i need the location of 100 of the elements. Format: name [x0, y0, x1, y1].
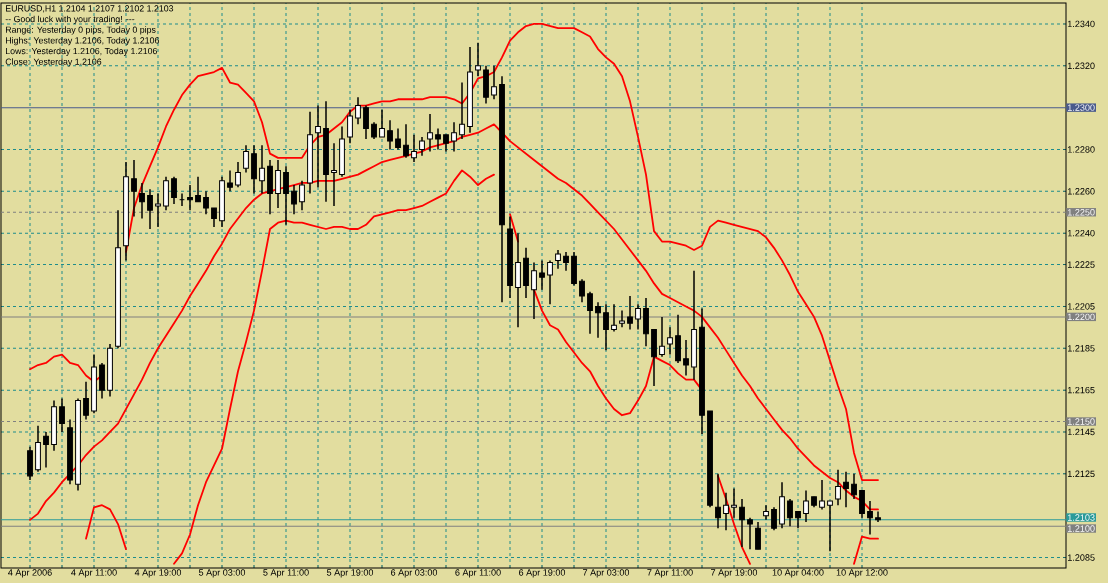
x-tick-label: 7 Apr 19:00 [711, 569, 758, 578]
candlestick [827, 500, 833, 553]
x-tick-label: 7 Apr 11:00 [647, 569, 693, 578]
candlestick [531, 261, 537, 320]
ref-line-label: 1.2200 [1067, 313, 1095, 321]
candlestick [259, 144, 265, 195]
candlestick [275, 159, 281, 209]
annotation: Close: Yesterday 1.2106 [5, 58, 102, 67]
ref-line-label: 1.2300 [1067, 104, 1095, 111]
candlestick [867, 500, 873, 536]
candlestick [563, 251, 569, 272]
x-tick-label: 6 Apr 19:00 [519, 569, 566, 578]
candlestick [763, 504, 769, 521]
y-tick-label: 1.2280 [1067, 146, 1095, 153]
candlestick [235, 161, 241, 188]
annotation: Lows: Yesterday 1.2106, Today 1.2106 [6, 47, 158, 56]
candlestick [59, 397, 65, 433]
x-tick-label: 5 Apr 19:00 [326, 569, 374, 578]
candlestick [203, 190, 209, 216]
ref-line-label: 1.2250 [1067, 209, 1095, 216]
candlestick [419, 136, 425, 157]
ref-line-label: 1.2100 [1067, 525, 1095, 532]
candlestick [555, 249, 561, 270]
candlestick [451, 121, 457, 153]
candlestick [331, 142, 337, 207]
y-tick-label: 1.2225 [1067, 261, 1095, 268]
candlestick [739, 498, 745, 548]
candlestick [459, 81, 465, 140]
candlestick [243, 144, 249, 174]
candlestick [379, 108, 385, 138]
y-tick-label: 1.2260 [1067, 188, 1095, 195]
candlestick [803, 489, 809, 523]
x-tick-label: 5 Apr 11:00 [263, 569, 309, 578]
candlestick [659, 316, 665, 358]
candlestick [835, 468, 841, 506]
y-tick-label: 1.2205 [1067, 303, 1095, 310]
y-tick-label: 1.2085 [1067, 554, 1095, 561]
candlestick [227, 169, 233, 193]
candlestick [683, 339, 689, 377]
candlestick [427, 113, 433, 153]
candlestick [171, 175, 177, 205]
candlestick [387, 119, 393, 151]
candlestick [83, 381, 89, 421]
candlestick [355, 96, 361, 126]
annotation: -- Good luck with your trading! --- [5, 15, 135, 24]
candlestick [579, 278, 585, 303]
candlestick [403, 123, 409, 159]
candlestick [411, 134, 417, 163]
candlestick [283, 165, 289, 226]
x-tick-label: 10 Apr 12:00 [836, 569, 888, 578]
candlestick [723, 491, 729, 532]
x-tick-label: 4 Apr 19:00 [134, 569, 182, 578]
candlestick [475, 42, 481, 77]
ref-line-label: 1.2103 [1067, 514, 1095, 521]
x-tick-label: 4 Apr 2006 [8, 569, 52, 578]
y-tick-label: 1.2165 [1067, 386, 1095, 394]
candlestick [131, 159, 137, 218]
candlestick [139, 182, 145, 220]
candlestick [635, 303, 641, 331]
candlestick [619, 309, 625, 329]
x-tick-label: 5 Apr 03:00 [198, 569, 246, 578]
candlestick [539, 259, 545, 291]
candlestick [291, 184, 297, 216]
candlestick [195, 175, 201, 203]
candlestick [851, 473, 857, 500]
x-tick-label: 10 Apr 04:00 [772, 569, 824, 578]
candlestick [843, 470, 849, 509]
candlestick [435, 127, 441, 151]
x-tick-label: 6 Apr 11:00 [455, 569, 501, 578]
candlestick [587, 291, 593, 335]
candlestick [747, 517, 753, 550]
candlestick [627, 295, 633, 331]
y-tick-label: 1.2320 [1067, 62, 1095, 69]
candlestick [363, 104, 369, 140]
y-tick-label: 1.2185 [1067, 345, 1095, 352]
annotation: Range: Yesterday 0 pips, Today 0 pips [6, 26, 156, 35]
candlestick [211, 207, 217, 228]
x-tick-label: 4 Apr 11:00 [71, 569, 117, 578]
candlestick [611, 303, 617, 333]
annotation: Highs: Yesterday 1.2106, Today 1.2106 [6, 37, 159, 46]
candlestick [819, 479, 825, 511]
candlestick [547, 259, 553, 306]
candlestick [395, 127, 401, 151]
ref-line-label: 1.2150 [1067, 418, 1095, 425]
candlestick [755, 521, 761, 550]
candlestick [347, 108, 353, 144]
y-tick-label: 1.2340 [1067, 20, 1095, 28]
candlestick [603, 303, 609, 352]
y-tick-label: 1.2125 [1067, 470, 1095, 478]
candlestick [595, 301, 601, 339]
candlestick [771, 506, 777, 532]
candlestick [859, 489, 865, 519]
candlestick [187, 184, 193, 211]
candlestick [667, 326, 673, 356]
chart-title: EURUSD,H1 1.2104 1.2107 1.2102 1.2103 [6, 5, 174, 13]
x-tick-label: 7 Apr 03:00 [583, 569, 630, 578]
y-tick-label: 1.2145 [1067, 428, 1095, 436]
candlestick [43, 431, 49, 469]
candlestick [491, 65, 497, 101]
x-tick-label: 6 Apr 03:00 [391, 569, 438, 578]
